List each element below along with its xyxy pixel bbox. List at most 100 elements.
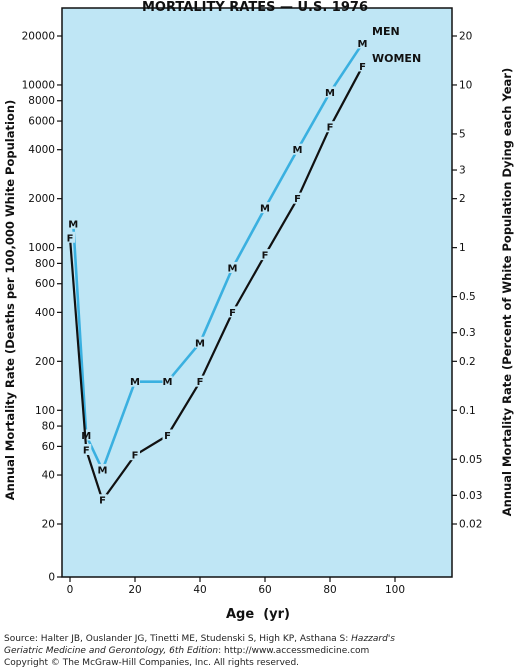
legend: MEN WOMEN bbox=[372, 25, 421, 65]
right-tick-label: 0.05 bbox=[459, 454, 482, 466]
point-marker-women: F bbox=[359, 62, 366, 73]
copyright-text: Copyright © The McGraw-Hill Companies, I… bbox=[4, 658, 300, 668]
point-marker-women: F bbox=[294, 194, 301, 205]
point-marker-men: M bbox=[130, 377, 140, 388]
marker-background bbox=[97, 463, 108, 475]
point-marker-men: M bbox=[358, 39, 368, 50]
point-marker-women: F bbox=[327, 123, 334, 134]
point-marker-women: F bbox=[229, 308, 236, 319]
marker-background bbox=[81, 429, 92, 441]
right-tick-label: 10 bbox=[459, 79, 472, 91]
marker-background bbox=[195, 336, 205, 348]
left-tick-label: 20000 bbox=[22, 31, 55, 43]
left-tick-label: 200 bbox=[35, 356, 55, 368]
left-tick-label: 80 bbox=[42, 421, 55, 433]
point-marker-men: M bbox=[68, 219, 78, 230]
left-tick-label: 40 bbox=[42, 470, 55, 482]
y-axis-label-right: Annual Mortality Rate (Percent of White … bbox=[500, 68, 514, 516]
marker-background bbox=[97, 494, 108, 506]
legend-label-men: MEN bbox=[372, 25, 400, 38]
chart-title: MORTALITY RATES — U.S. 1976 bbox=[142, 0, 368, 15]
x-tick-label: 40 bbox=[193, 584, 206, 596]
x-axis: 0 20 40 60 80 100 bbox=[67, 577, 405, 596]
marker-background bbox=[325, 86, 335, 98]
point-marker-women: F bbox=[164, 431, 171, 442]
x-tick-label: 60 bbox=[258, 584, 271, 596]
marker-background bbox=[162, 429, 173, 441]
left-tick-label: 60 bbox=[42, 441, 55, 453]
x-axis-label: Age (yr) bbox=[226, 607, 290, 622]
right-tick-label: 1 bbox=[459, 242, 466, 254]
source-book-title-part2: Geriatric Medicine and Gerontology, 6th … bbox=[4, 646, 219, 656]
source-url: : http://www.accessmedicine.com bbox=[218, 646, 370, 656]
right-tick-label: 2 bbox=[459, 193, 466, 205]
source-line1-text: Source: Halter JB, Ouslander JG, Tinetti… bbox=[4, 634, 352, 644]
right-tick-label: 20 bbox=[459, 31, 472, 43]
right-tick-label: 0.5 bbox=[459, 291, 476, 303]
marker-background bbox=[260, 249, 270, 261]
source-citation-line2: Geriatric Medicine and Gerontology, 6th … bbox=[4, 645, 369, 657]
right-tick-label: 0.1 bbox=[459, 405, 476, 417]
left-tick-label: 1000 bbox=[28, 242, 55, 254]
right-tick-label: 0.02 bbox=[459, 519, 482, 531]
left-tick-label: 2000 bbox=[28, 193, 55, 205]
right-tick-label: 5 bbox=[459, 128, 466, 140]
left-tick-label: 6000 bbox=[28, 116, 55, 128]
point-marker-men: M bbox=[260, 204, 270, 215]
marker-background bbox=[227, 306, 238, 318]
point-marker-men: M bbox=[195, 338, 205, 349]
left-tick-label: 10000 bbox=[22, 79, 55, 91]
x-tick-label: 100 bbox=[385, 584, 405, 596]
source-citation: Source: Halter JB, Ouslander JG, Tinetti… bbox=[4, 633, 395, 645]
plot-background bbox=[61, 7, 453, 578]
point-marker-women: F bbox=[83, 446, 90, 457]
marker-background bbox=[357, 60, 368, 72]
point-marker-women: F bbox=[67, 233, 74, 244]
point-marker-women: F bbox=[197, 377, 204, 388]
marker-background bbox=[68, 217, 79, 229]
point-marker-men: M bbox=[293, 145, 303, 156]
left-tick-label: 600 bbox=[35, 278, 55, 290]
marker-background bbox=[292, 143, 303, 155]
right-tick-label: 3 bbox=[459, 165, 466, 177]
marker-background bbox=[195, 375, 205, 387]
right-axis: 20 10 5 3 2 1 0.5 0.3 0.2 0.1 0.05 0.03 0.02 bbox=[452, 31, 482, 531]
marker-background bbox=[81, 444, 92, 456]
marker-background bbox=[260, 202, 270, 214]
right-tick-label: 0.3 bbox=[459, 327, 476, 339]
left-tick-label: 20 bbox=[42, 519, 55, 531]
legend-label-women: WOMEN bbox=[372, 52, 421, 65]
y-axis-label-left: Annual Mortality Rate (Deaths per 100,00… bbox=[3, 100, 17, 501]
right-tick-label: 0.2 bbox=[459, 356, 476, 368]
left-tick-label: 100 bbox=[35, 405, 55, 417]
left-tick-label: 0 bbox=[48, 572, 55, 584]
point-marker-men: M bbox=[325, 88, 335, 99]
left-tick-label: 8000 bbox=[28, 95, 55, 107]
x-tick-label: 0 bbox=[67, 584, 74, 596]
point-marker-women: F bbox=[99, 496, 106, 507]
marker-background bbox=[325, 121, 335, 133]
marker-background bbox=[65, 231, 75, 243]
point-marker-men: M bbox=[163, 377, 173, 388]
left-tick-label: 4000 bbox=[28, 144, 55, 156]
left-axis: 2000010000800060004000200010008006004002… bbox=[22, 31, 62, 584]
point-marker-women: F bbox=[262, 251, 269, 262]
right-tick-label: 0.03 bbox=[459, 490, 482, 502]
mortality-chart: MORTALITY RATES — U.S. 1976 200001000080… bbox=[3, 0, 514, 622]
marker-background bbox=[357, 37, 368, 49]
point-marker-men: M bbox=[228, 263, 238, 274]
marker-background bbox=[130, 375, 140, 387]
marker-background bbox=[130, 449, 140, 461]
left-tick-label: 400 bbox=[35, 307, 55, 319]
x-tick-label: 80 bbox=[323, 584, 336, 596]
x-tick-label: 20 bbox=[128, 584, 141, 596]
marker-background bbox=[227, 261, 238, 273]
left-tick-label: 800 bbox=[35, 258, 55, 270]
marker-background bbox=[162, 375, 173, 387]
point-marker-men: M bbox=[98, 465, 108, 476]
source-book-title-part1: Hazzard's bbox=[351, 634, 395, 644]
marker-background bbox=[292, 192, 303, 204]
copyright-notice: Copyright © The McGraw-Hill Companies, I… bbox=[4, 657, 299, 669]
point-marker-women: F bbox=[132, 451, 139, 462]
